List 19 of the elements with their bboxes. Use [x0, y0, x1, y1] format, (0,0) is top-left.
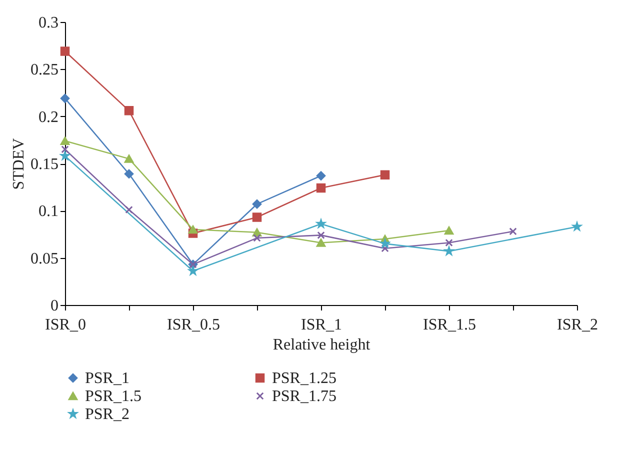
x-tick-label: ISR_0.5 [167, 316, 220, 334]
y-tick-label: 0.3 [38, 14, 58, 32]
x-tick-label: ISR_1 [301, 316, 342, 334]
legend-label: PSR_1.25 [272, 370, 336, 387]
legend-label: PSR_2 [85, 406, 130, 423]
legend-label: PSR_1.5 [85, 388, 142, 405]
y-tick-label: 0.05 [30, 250, 58, 268]
x-tick-label: ISR_1.5 [423, 316, 476, 334]
y-axis-title: STDEV [10, 138, 28, 190]
x-axis-title: Relative height [272, 336, 371, 354]
y-tick-label: 0 [50, 298, 58, 314]
y-tick-label: 0.25 [30, 62, 58, 79]
y-tick-label: 0.15 [30, 156, 58, 173]
x-tick-label: ISR_0 [45, 316, 86, 334]
x-tick-label: ISR_2 [557, 316, 598, 334]
legend-label: PSR_1 [85, 370, 130, 387]
y-tick-label: 0.1 [38, 203, 58, 220]
y-tick-label: 0.2 [38, 108, 58, 126]
legend-label: PSR_1.75 [272, 388, 336, 405]
